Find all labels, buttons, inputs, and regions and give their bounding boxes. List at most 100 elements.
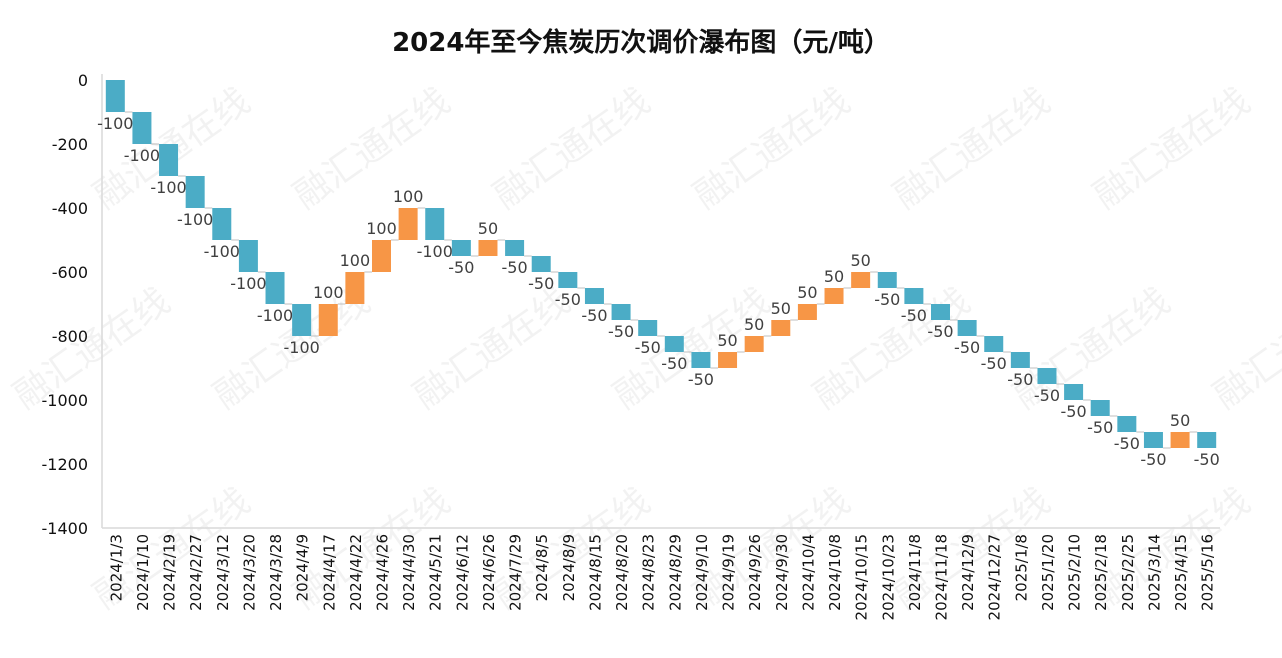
x-tick-label: 2024/12/27	[986, 534, 1004, 620]
waterfall-bar	[638, 320, 658, 336]
x-tick-label: 2024/12/9	[959, 534, 977, 611]
waterfall-bar	[877, 272, 897, 288]
waterfall-bar	[904, 288, 924, 304]
x-tick-label: 2024/10/8	[826, 534, 844, 611]
data-label: -100	[124, 146, 160, 165]
data-label: -100	[230, 274, 266, 293]
data-label: -50	[1061, 402, 1087, 421]
waterfall-bar	[797, 304, 817, 320]
data-label: -100	[204, 242, 240, 261]
x-tick-label: 2025/3/14	[1145, 534, 1163, 611]
data-label: 50	[1170, 411, 1190, 430]
data-label: -50	[1007, 370, 1033, 389]
x-tick-label: 2024/3/12	[214, 534, 232, 611]
waterfall-bar	[957, 320, 977, 336]
waterfall-bar	[451, 240, 471, 256]
data-label: -50	[555, 290, 581, 309]
data-label: 50	[824, 267, 844, 286]
x-tick-label: 2025/4/15	[1172, 534, 1190, 611]
data-label: -50	[901, 306, 927, 325]
waterfall-bar	[318, 304, 338, 336]
data-label: -50	[661, 354, 687, 373]
waterfall-bar	[505, 240, 525, 256]
x-tick-label: 2025/2/10	[1066, 534, 1084, 611]
x-tick-label: 2024/2/27	[187, 534, 205, 611]
x-tick-label: 2025/5/16	[1199, 534, 1217, 611]
x-tick-label: 2024/3/20	[240, 534, 258, 611]
x-tick-label: 2024/8/23	[640, 534, 658, 611]
y-tick-label: -400	[52, 199, 88, 218]
x-tick-label: 2024/9/30	[773, 534, 791, 611]
y-tick-label: -1000	[42, 391, 89, 410]
waterfall-bar	[691, 352, 711, 368]
y-tick-label: -800	[52, 327, 88, 346]
data-label: -50	[1087, 418, 1113, 437]
data-label: 100	[393, 187, 424, 206]
waterfall-bar	[398, 208, 418, 240]
waterfall-bar	[771, 320, 791, 336]
data-label: -50	[1034, 386, 1060, 405]
waterfall-bar	[478, 240, 498, 256]
waterfall-bar	[1010, 352, 1030, 368]
waterfall-bar	[159, 144, 179, 176]
waterfall-bar	[105, 80, 125, 112]
data-label: 100	[366, 219, 397, 238]
data-label: -50	[448, 258, 474, 277]
data-label: -100	[97, 114, 133, 133]
x-tick-label: 2024/5/21	[427, 534, 445, 611]
data-label: -50	[874, 290, 900, 309]
waterfall-bar	[265, 272, 285, 304]
data-label: 50	[744, 315, 764, 334]
x-tick-label: 2024/4/22	[347, 534, 365, 611]
data-label: -100	[177, 210, 213, 229]
y-tick-label: -600	[52, 263, 88, 282]
x-tick-label: 2024/8/15	[586, 534, 604, 611]
data-label: -50	[608, 322, 634, 341]
data-label: 50	[478, 219, 498, 238]
x-tick-label: 2024/6/12	[453, 534, 471, 611]
waterfall-bar	[1037, 368, 1057, 384]
x-tick-label: 2024/8/9	[560, 534, 578, 601]
data-label: -100	[257, 306, 293, 325]
data-label: 100	[313, 283, 344, 302]
data-label: -50	[528, 274, 554, 293]
x-tick-label: 2024/9/19	[720, 534, 738, 611]
waterfall-bar	[931, 304, 950, 320]
waterfall-bar	[1143, 432, 1163, 448]
x-tick-label: 2024/1/10	[134, 534, 152, 611]
x-tick-label: 2024/2/19	[161, 534, 179, 611]
data-label: 50	[771, 299, 791, 318]
waterfall-bar	[664, 336, 684, 352]
waterfall-bar	[1090, 400, 1110, 416]
waterfall-bar	[212, 208, 232, 240]
waterfall-bar	[1170, 432, 1190, 448]
y-tick-label: -1400	[42, 519, 89, 538]
data-label: -50	[688, 370, 714, 389]
x-tick-label: 2025/1/20	[1039, 534, 1057, 611]
y-tick-label: -1200	[42, 455, 89, 474]
data-label: -50	[981, 354, 1007, 373]
waterfall-bar	[744, 336, 764, 352]
waterfall-bar	[1197, 432, 1217, 448]
x-tick-label: 2025/2/18	[1092, 534, 1110, 611]
x-tick-label: 2024/9/26	[746, 534, 764, 611]
waterfall-bar	[372, 240, 391, 272]
x-tick-label: 2024/11/18	[933, 534, 951, 620]
waterfall-bar	[611, 304, 631, 320]
x-tick-label: 2024/6/26	[480, 534, 498, 611]
x-tick-label: 2024/4/30	[400, 534, 418, 611]
data-label: -50	[635, 338, 661, 357]
chart-title: 2024年至今焦炭历次调价瀑布图（元/吨）	[392, 28, 890, 58]
data-label: -50	[1194, 450, 1220, 469]
x-tick-label: 2024/10/23	[879, 534, 897, 620]
waterfall-bar	[718, 352, 738, 368]
data-label: 50	[717, 331, 737, 350]
y-tick-label: 0	[78, 71, 88, 90]
waterfall-bar	[425, 208, 445, 240]
data-label: -50	[954, 338, 980, 357]
waterfall-bar	[132, 112, 152, 144]
waterfall-bar	[292, 304, 312, 336]
waterfall-bar	[584, 288, 604, 304]
y-tick-label: -200	[52, 135, 88, 154]
waterfall-bar	[345, 272, 365, 304]
